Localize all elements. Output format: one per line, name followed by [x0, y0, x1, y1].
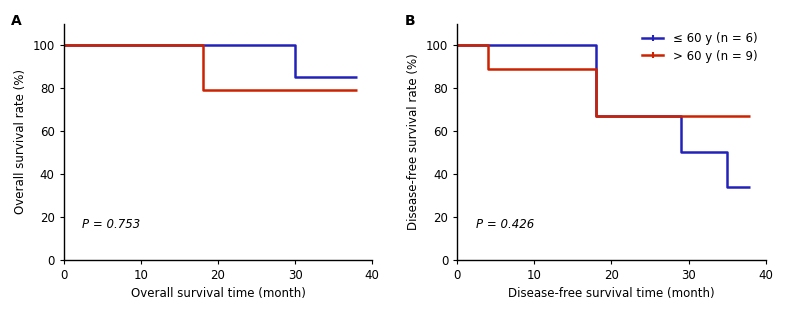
Text: P = 0.426: P = 0.426	[475, 218, 534, 231]
Text: P = 0.753: P = 0.753	[82, 218, 140, 231]
Y-axis label: Overall survival rate (%): Overall survival rate (%)	[14, 69, 27, 214]
X-axis label: Disease-free survival time (month): Disease-free survival time (month)	[508, 287, 715, 300]
X-axis label: Overall survival time (month): Overall survival time (month)	[131, 287, 305, 300]
Text: A: A	[11, 14, 22, 28]
Text: B: B	[405, 14, 416, 28]
Y-axis label: Disease-free survival rate (%): Disease-free survival rate (%)	[408, 53, 420, 230]
Legend: ≤ 60 y (n = 6), > 60 y (n = 9): ≤ 60 y (n = 6), > 60 y (n = 9)	[640, 30, 759, 65]
